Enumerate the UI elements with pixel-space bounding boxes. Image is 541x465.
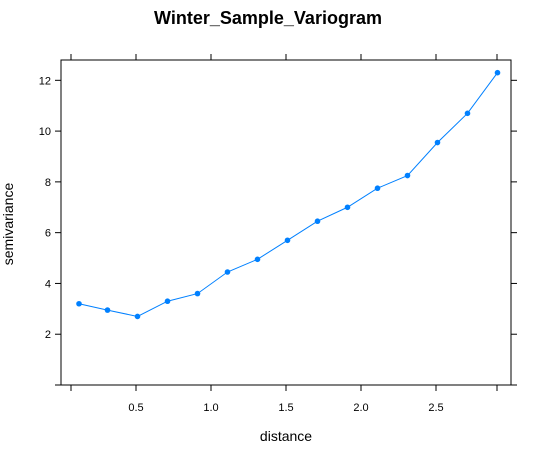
axis-ticks: 0.5 1.0 1.5 2.0 2.5 2 4 6 8 10 12 bbox=[39, 54, 517, 414]
y-tick-label: 8 bbox=[45, 177, 51, 189]
data-point bbox=[284, 237, 291, 244]
y-axis-label: semivariance bbox=[0, 183, 16, 266]
data-point bbox=[434, 139, 441, 146]
data-point bbox=[194, 290, 201, 297]
data-point bbox=[344, 204, 351, 211]
y-tick-label: 10 bbox=[39, 126, 51, 138]
data-point bbox=[464, 110, 471, 117]
data-point bbox=[404, 172, 411, 179]
x-tick-label: 1.0 bbox=[203, 402, 218, 414]
data-point bbox=[76, 300, 82, 307]
data-point bbox=[374, 185, 381, 192]
y-tick-label: 2 bbox=[45, 329, 51, 341]
y-tick-label: 4 bbox=[45, 278, 51, 290]
data-point bbox=[314, 218, 321, 225]
data-point bbox=[164, 298, 171, 305]
series-marks bbox=[76, 69, 501, 320]
data-point bbox=[254, 256, 261, 263]
x-tick-label: 1.5 bbox=[278, 402, 293, 414]
x-tick-label: 2.0 bbox=[353, 402, 368, 414]
series-line bbox=[78, 72, 498, 317]
data-point bbox=[134, 313, 141, 320]
data-point bbox=[104, 307, 111, 313]
x-tick-label: 0.5 bbox=[128, 402, 143, 414]
chart-title: Winter_Sample_Variogram bbox=[154, 8, 382, 28]
x-tick-label: 2.5 bbox=[428, 402, 443, 414]
data-point bbox=[494, 69, 501, 76]
x-axis-label: distance bbox=[260, 428, 312, 444]
y-tick-label: 6 bbox=[45, 228, 51, 240]
y-tick-label: 12 bbox=[39, 75, 51, 87]
data-point bbox=[224, 269, 231, 275]
plot-frame bbox=[60, 59, 512, 386]
